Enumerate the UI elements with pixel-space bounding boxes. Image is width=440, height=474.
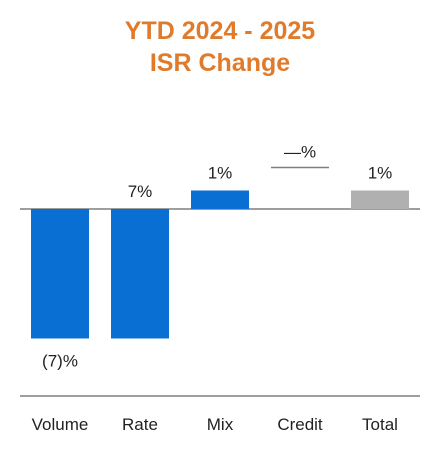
bar-mix [191, 190, 249, 209]
value-label-rate: 7% [128, 182, 153, 201]
category-label-credit: Credit [277, 415, 323, 434]
chart-subtitle: ISR Change [149, 49, 291, 77]
bar-volume [31, 209, 89, 339]
bar-rate [111, 209, 169, 339]
category-label-rate: Rate [122, 415, 158, 434]
value-label-mix: 1% [208, 164, 233, 183]
bar-total [351, 190, 409, 209]
chart-title: YTD 2024 - 2025 [124, 17, 316, 45]
value-label-total: 1% [368, 164, 393, 183]
category-label-mix: Mix [207, 415, 234, 434]
value-label-volume: (7)% [42, 352, 78, 371]
category-label-volume: Volume [32, 415, 89, 434]
value-label-credit: —% [284, 143, 316, 162]
category-label-total: Total [362, 415, 398, 434]
